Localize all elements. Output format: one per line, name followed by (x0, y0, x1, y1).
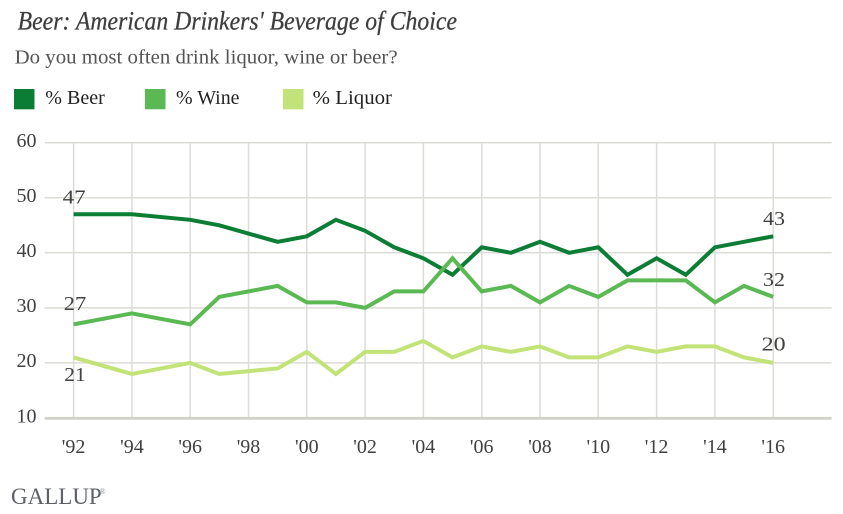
svg-text:'94: '94 (120, 436, 144, 458)
svg-text:20: 20 (762, 334, 786, 356)
svg-text:Beer: American Drinkers' Bever: Beer: American Drinkers' Beverage of Cho… (18, 7, 457, 36)
svg-text:50: 50 (17, 185, 37, 207)
svg-text:'92: '92 (62, 436, 86, 458)
svg-text:'06: '06 (470, 436, 494, 458)
svg-text:'00: '00 (295, 436, 319, 458)
svg-text:'96: '96 (178, 436, 202, 458)
svg-text:'14: '14 (703, 436, 727, 458)
svg-text:10: 10 (17, 405, 37, 427)
svg-text:27: 27 (64, 293, 87, 315)
svg-text:'02: '02 (353, 436, 377, 458)
svg-text:'98: '98 (237, 436, 261, 458)
svg-text:Do you most often drink liquor: Do you most often drink liquor, wine or … (15, 47, 398, 69)
svg-text:'08: '08 (528, 436, 552, 458)
svg-text:21: 21 (64, 364, 86, 386)
svg-text:32: 32 (763, 269, 785, 291)
svg-text:20: 20 (17, 350, 37, 372)
svg-text:'04: '04 (412, 436, 436, 458)
svg-text:% Wine: % Wine (176, 87, 240, 109)
svg-text:GALLUP: GALLUP (11, 484, 102, 509)
svg-text:40: 40 (17, 240, 37, 262)
svg-text:®: ® (100, 487, 106, 496)
svg-text:30: 30 (17, 295, 37, 317)
svg-text:'10: '10 (586, 436, 610, 458)
svg-text:% Liquor: % Liquor (313, 87, 393, 109)
svg-text:43: 43 (763, 208, 785, 230)
svg-text:% Beer: % Beer (45, 87, 105, 109)
svg-text:60: 60 (17, 130, 37, 152)
svg-text:'12: '12 (645, 436, 669, 458)
svg-text:'16: '16 (761, 436, 785, 458)
svg-text:47: 47 (63, 187, 86, 209)
